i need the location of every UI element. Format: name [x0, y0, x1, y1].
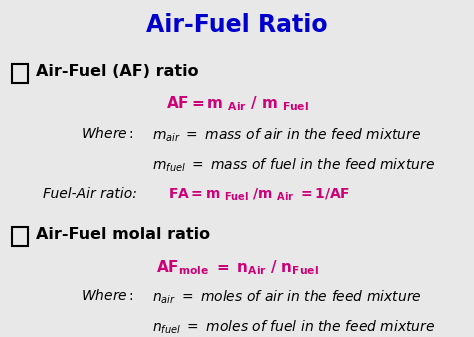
Text: $\it{Where:}$: $\it{Where:}$ — [81, 126, 134, 142]
Text: $\it{Where:}$: $\it{Where:}$ — [81, 288, 134, 303]
Text: Air-Fuel (AF) ratio: Air-Fuel (AF) ratio — [36, 64, 198, 79]
Text: $\it{m}$$_{\mathit{fuel}}$$\it{\ =\ mass\ of\ fuel\ in\ the\ feed\ mixture}$: $\it{m}$$_{\mathit{fuel}}$$\it{\ =\ mass… — [152, 157, 435, 174]
Text: $\mathbf{AF_{mole}\ =\ n_{Air}\ /\ n_{Fuel}}$: $\mathbf{AF_{mole}\ =\ n_{Air}\ /\ n_{Fu… — [155, 258, 319, 276]
Text: Air-Fuel Ratio: Air-Fuel Ratio — [146, 13, 328, 37]
Bar — [12, 227, 28, 246]
Text: Fuel-Air ratio:: Fuel-Air ratio: — [43, 187, 141, 201]
Text: $\mathbf{FA = m\ _{Fuel}\ /m\ _{Air}\ = 1/AF}$: $\mathbf{FA = m\ _{Fuel}\ /m\ _{Air}\ = … — [168, 187, 350, 204]
Bar — [12, 64, 28, 83]
Text: $\it{m}$$_{\mathit{air}}$$\it{\ =\ mass\ of\ air\ in\ the\ feed\ mixture}$: $\it{m}$$_{\mathit{air}}$$\it{\ =\ mass\… — [152, 126, 421, 144]
Text: $\mathbf{AF = m\ _{Air}\ /\ m\ _{Fuel}}$: $\mathbf{AF = m\ _{Air}\ /\ m\ _{Fuel}}$ — [165, 94, 309, 113]
Text: $\it{n}$$_{\mathit{air}}$$\it{\ =\ moles\ of\ air\ in\ the\ feed\ mixture}$: $\it{n}$$_{\mathit{air}}$$\it{\ =\ moles… — [152, 288, 421, 306]
Text: $\it{n}$$_{\mathit{fuel}}$$\it{\ =\ moles\ of\ fuel\ in\ the\ feed\ mixture}$: $\it{n}$$_{\mathit{fuel}}$$\it{\ =\ mole… — [152, 318, 435, 336]
Text: Air-Fuel molal ratio: Air-Fuel molal ratio — [36, 227, 210, 243]
